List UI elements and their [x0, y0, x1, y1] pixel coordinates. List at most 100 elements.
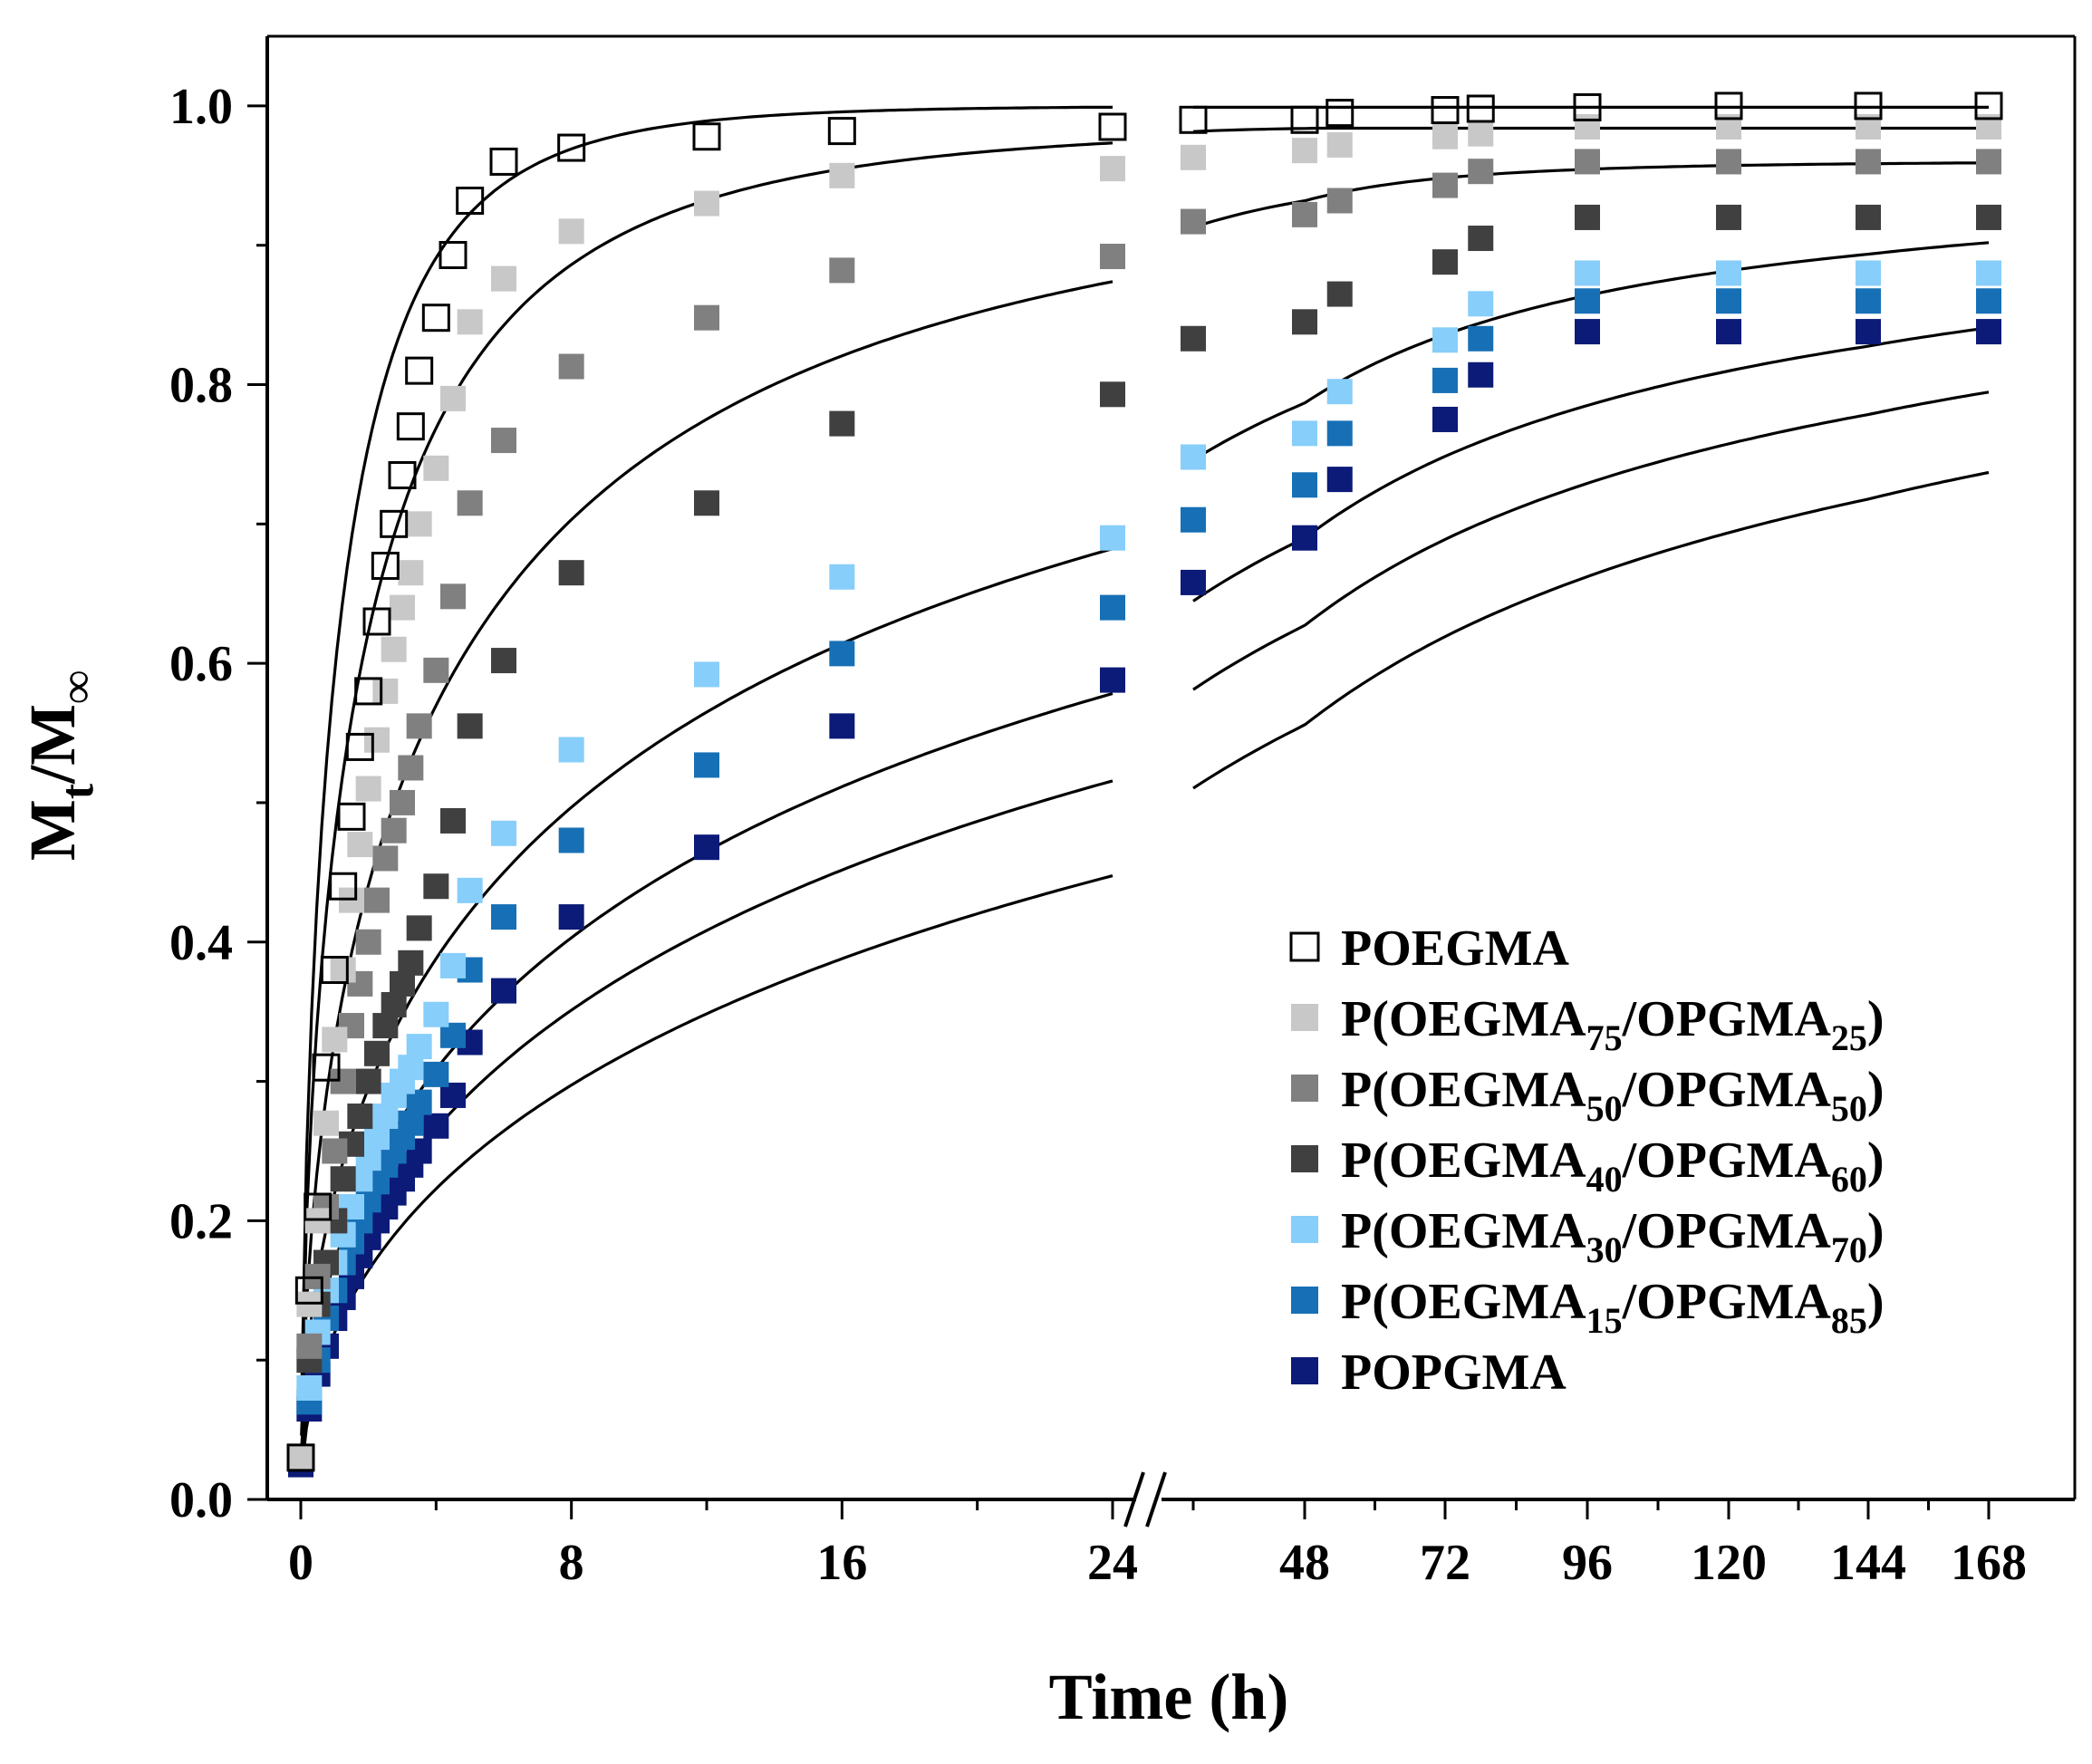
data-point — [1976, 260, 2001, 286]
data-point — [457, 490, 483, 516]
data-point — [457, 309, 483, 335]
legend-subscript: 15 — [1586, 1300, 1623, 1341]
legend-text-part: POEGMA — [1341, 921, 1570, 977]
legend-marker — [1289, 931, 1320, 962]
data-point — [1575, 319, 1600, 345]
data-point — [1974, 92, 2003, 120]
y-tick-label: 0.0 — [169, 1472, 233, 1528]
data-point — [347, 832, 373, 858]
data-point — [1432, 327, 1458, 353]
data-point — [694, 752, 719, 778]
data-point — [355, 929, 381, 955]
data-point — [1573, 92, 1602, 121]
data-point — [1432, 249, 1458, 275]
data-point — [1292, 472, 1317, 498]
legend-subscript: 60 — [1831, 1159, 1867, 1200]
data-point — [829, 257, 855, 284]
legend-label: P(OEGMA30/OPGMA70) — [1341, 1203, 1884, 1270]
legend-label: P(OEGMA50/OPGMA50) — [1341, 1062, 1884, 1129]
data-point — [423, 1001, 449, 1027]
y-title-sub: t — [52, 783, 103, 799]
data-point — [423, 455, 449, 481]
data-point — [296, 1333, 323, 1359]
data-point — [1856, 288, 1881, 314]
data-point — [355, 776, 381, 802]
data-point — [322, 1027, 348, 1053]
data-point — [1181, 208, 1206, 235]
data-point — [1468, 120, 1494, 147]
data-point — [491, 904, 516, 930]
data-point — [439, 240, 468, 269]
legend-label: P(OEGMA40/OPGMA60) — [1341, 1133, 1884, 1200]
legend-marker — [1291, 1004, 1318, 1031]
data-point — [1432, 406, 1458, 432]
data-point — [364, 1040, 390, 1066]
legend-text-part: P(OEGMA — [1341, 1133, 1586, 1189]
axes: 0.0 0.2 0.4 0.6 0.8 1.0 0 8 16 24 48 72 96 120 144 168 — [169, 79, 2027, 1591]
legend-label: POPGMA — [1341, 1345, 1567, 1401]
data-point — [371, 551, 400, 580]
y-title-separator: / — [16, 765, 89, 785]
data-point — [1100, 244, 1125, 270]
data-point — [421, 304, 450, 333]
data-point — [1716, 288, 1741, 314]
data-point — [558, 560, 584, 586]
data-point — [1181, 569, 1206, 595]
data-point — [1292, 309, 1317, 335]
data-point — [1468, 226, 1494, 252]
data-point — [1100, 156, 1125, 182]
data-point — [1716, 204, 1741, 230]
data-point — [1468, 291, 1494, 317]
x-tick-label: 120 — [1691, 1535, 1767, 1591]
data-point — [1100, 525, 1125, 551]
data-point — [330, 1166, 356, 1192]
data-point — [1716, 149, 1741, 175]
axis-break-mark — [1123, 1471, 1145, 1528]
data-point — [1326, 379, 1353, 405]
data-point — [398, 949, 424, 976]
data-point — [296, 1374, 323, 1401]
y-title-base: M — [16, 704, 89, 766]
data-point — [694, 661, 719, 688]
data-point — [1432, 172, 1458, 198]
data-point — [1100, 381, 1125, 408]
data-point — [1181, 444, 1206, 470]
data-point — [1432, 123, 1458, 149]
data-point — [396, 412, 425, 441]
data-point — [829, 564, 855, 590]
data-point — [423, 657, 449, 683]
data-point — [1575, 204, 1600, 230]
data-point — [1856, 319, 1881, 345]
data-point — [440, 807, 466, 834]
data-point — [388, 461, 417, 489]
y-tick-label: 0.6 — [169, 636, 233, 692]
data-point — [1326, 420, 1353, 447]
data-point — [304, 1192, 333, 1221]
data-point — [491, 648, 516, 674]
fit-curve-3 — [300, 547, 1113, 1451]
data-point — [1575, 149, 1600, 175]
data-point — [362, 607, 391, 636]
data-point — [337, 802, 366, 831]
data-point — [1714, 92, 1743, 120]
legend-label: P(OEGMA75/OPGMA25) — [1341, 991, 1884, 1058]
legend-text-part: ) — [1867, 1203, 1885, 1259]
legend-marker — [1291, 1145, 1318, 1172]
data-point — [694, 834, 719, 861]
legend-text-part: ) — [1867, 1274, 1885, 1330]
legend-text-part: /OPGMA — [1622, 1133, 1832, 1189]
y-tick-label: 0.4 — [169, 915, 233, 971]
fit-curve-5 — [1192, 390, 1990, 691]
data-point — [405, 356, 434, 385]
data-point — [829, 641, 855, 667]
data-point — [1181, 325, 1206, 352]
legend-subscript: 40 — [1586, 1159, 1623, 1200]
data-point — [355, 1068, 381, 1094]
data-point — [457, 713, 483, 739]
data-point — [1292, 138, 1317, 164]
data-point — [1100, 594, 1125, 621]
data-point — [364, 887, 390, 913]
data-point — [491, 265, 516, 292]
data-point — [406, 713, 432, 739]
data-point — [380, 509, 409, 538]
